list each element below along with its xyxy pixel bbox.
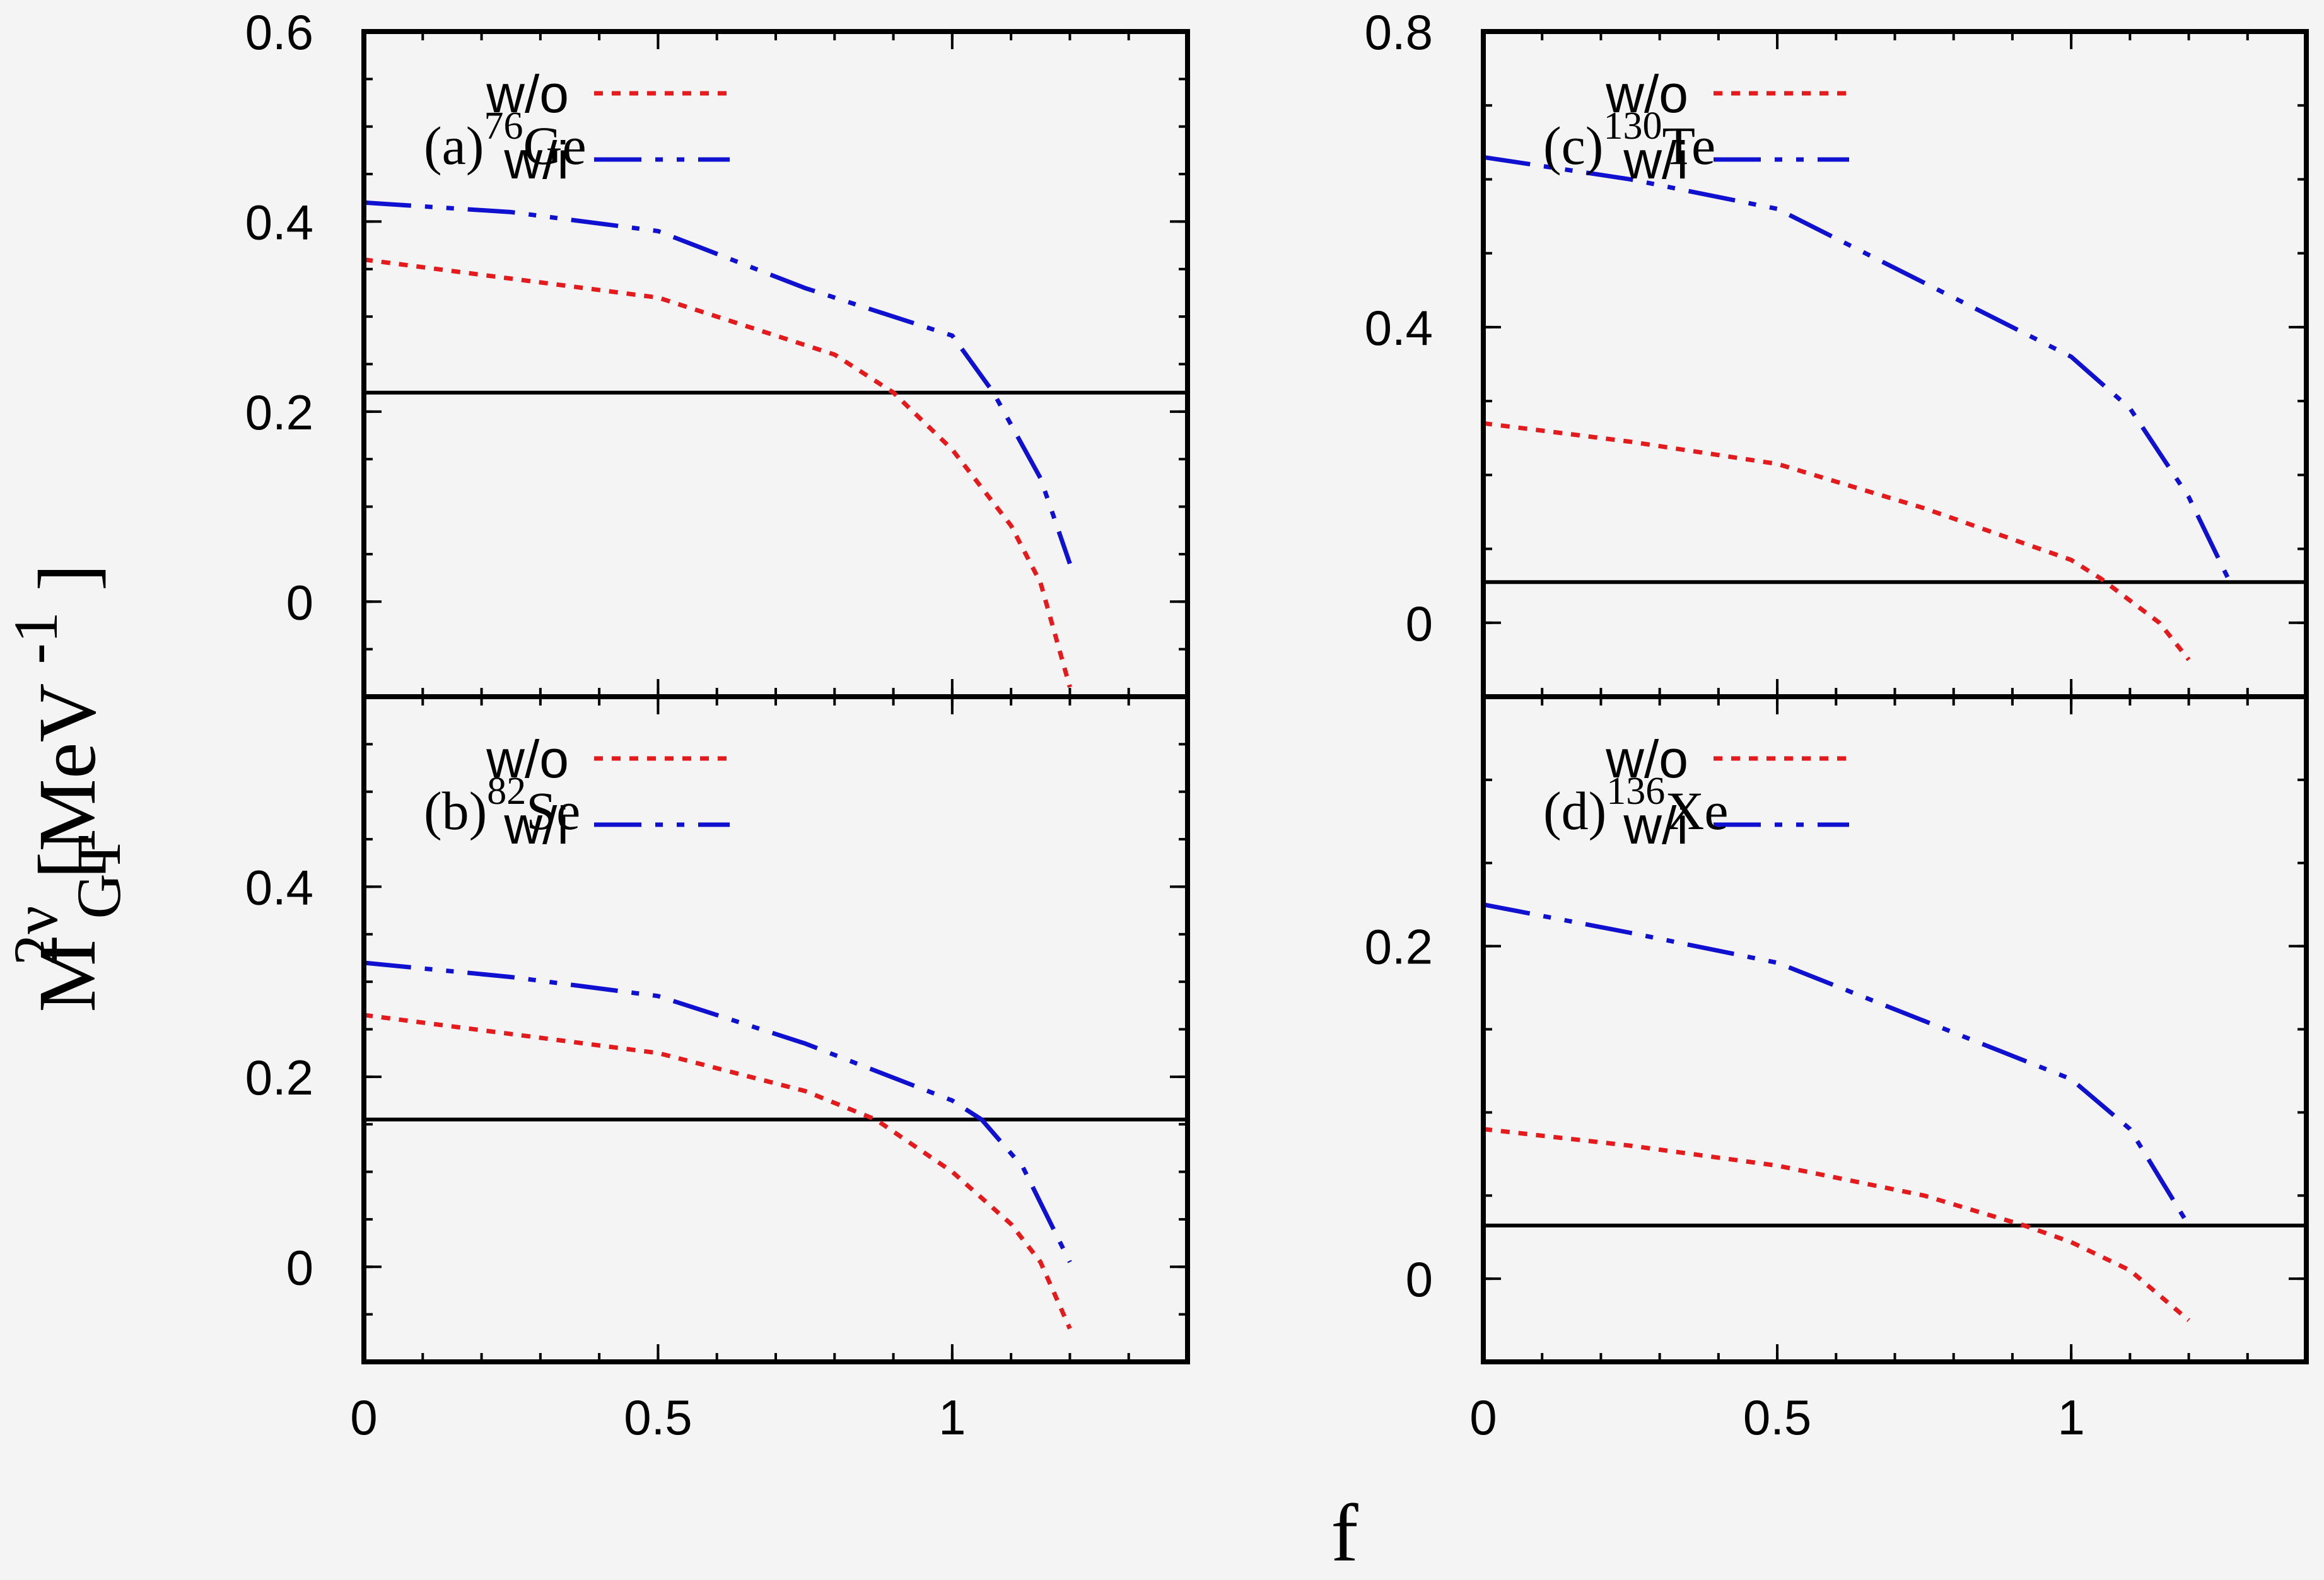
legend-label: w/o [486,729,569,789]
series-line-wo [1483,1127,2190,1322]
x-axis-label: f [1331,1488,1358,1579]
y-tick-label: 0 [1406,596,1433,651]
y-tick-label: 0.8 [1365,4,1433,60]
y-tick-label: 0.2 [245,385,313,440]
series-line-wi [363,200,1072,565]
series-line-wi [363,960,1072,1263]
x-tick-label: 1 [938,1390,966,1445]
y-axis-label-unit-pre: [MeV [22,683,113,879]
series-line-wo [363,257,1072,688]
y-axis-label-sub: GT [64,835,134,919]
y-tick-label: 0 [1406,1252,1433,1307]
panel-label-post: Se [526,781,580,841]
legend: w/o w/i [1605,64,1849,190]
svg-text:M GT 2ν [MeV: M GT 2ν [MeV -1 ] [0,564,138,1012]
panel-label: (c)130Te [1543,105,1715,176]
y-tick-label: 0 [286,1240,313,1295]
panel-label-post: Xe [1665,781,1728,841]
panel-label: (a)76Ge [424,105,587,176]
y-tick-label: 0.6 [245,4,313,60]
series-line-wo [363,1013,1072,1330]
panel-c: 00.40.8w/ow/i(c)130Te [1365,4,2309,699]
plot-frame [1481,694,2309,1364]
panel-label-pre: (c) [1543,115,1603,176]
legend-label: w/i [503,796,569,855]
y-axis-label-sup: 2ν [1,906,71,966]
legend-label: w/i [1623,796,1688,855]
x-tick-label: 0.5 [1743,1390,1811,1445]
legend-label: w/i [1623,131,1688,190]
y-axis-label-unit-sup: -1 [1,612,71,664]
legend: w/o w/i [486,729,730,855]
panel-label: (d)136Xe [1543,770,1729,841]
y-axis-label-unit-post: ] [22,564,113,591]
legend-label: w/o [1605,64,1688,124]
legend-label: w/o [486,64,569,124]
y-tick-label: 0 [286,574,313,630]
x-tick-label: 0 [1469,1390,1497,1445]
y-tick-label: 0.4 [1365,300,1433,356]
panel-label-pre: (d) [1543,781,1606,841]
panel-label-sup: 136 [1606,770,1665,813]
y-tick-label: 0.4 [245,194,313,250]
series-line-wi [1483,902,2191,1227]
y-tick-label: 0.2 [1365,919,1433,975]
legend: w/o w/i [486,64,730,190]
x-tick-label: 1 [2057,1390,2084,1445]
x-tick-label: 0 [350,1390,377,1445]
panel-label-post: Te [1662,115,1715,176]
x-tick-label: 0.5 [624,1390,692,1445]
y-axis-label-base: M [22,939,113,1013]
series-line-wo [1483,421,2191,661]
panel-b: 0 0.5 100.20.4w/ow/i(b)82Se [245,694,1190,1445]
plot-frame [361,694,1190,1364]
legend: w/o w/i [1605,729,1849,855]
y-tick-label: 0.4 [245,859,313,915]
legend-label: w/o [1605,729,1688,789]
panel-label-pre: (a) [424,115,484,176]
panel-label-sup: 76 [484,105,523,148]
legend-label: w/i [503,131,569,190]
panel-label: (b)82Se [424,770,580,841]
panel-a: 00.20.40.6w/ow/i(a)76Ge [245,4,1190,699]
panel-label-post: Ge [523,115,586,176]
panel-label-pre: (b) [424,781,487,841]
panel-label-sup: 82 [487,770,526,813]
y-axis-label: M GT 2ν [MeV -1 ] [0,564,138,1012]
panel-d: 0 0.5 100.2w/ow/i(d)136Xe [1365,694,2309,1445]
series-line-wi [1483,154,2232,583]
y-tick-label: 0.2 [245,1050,313,1105]
panel-label-sup: 130 [1603,105,1662,148]
